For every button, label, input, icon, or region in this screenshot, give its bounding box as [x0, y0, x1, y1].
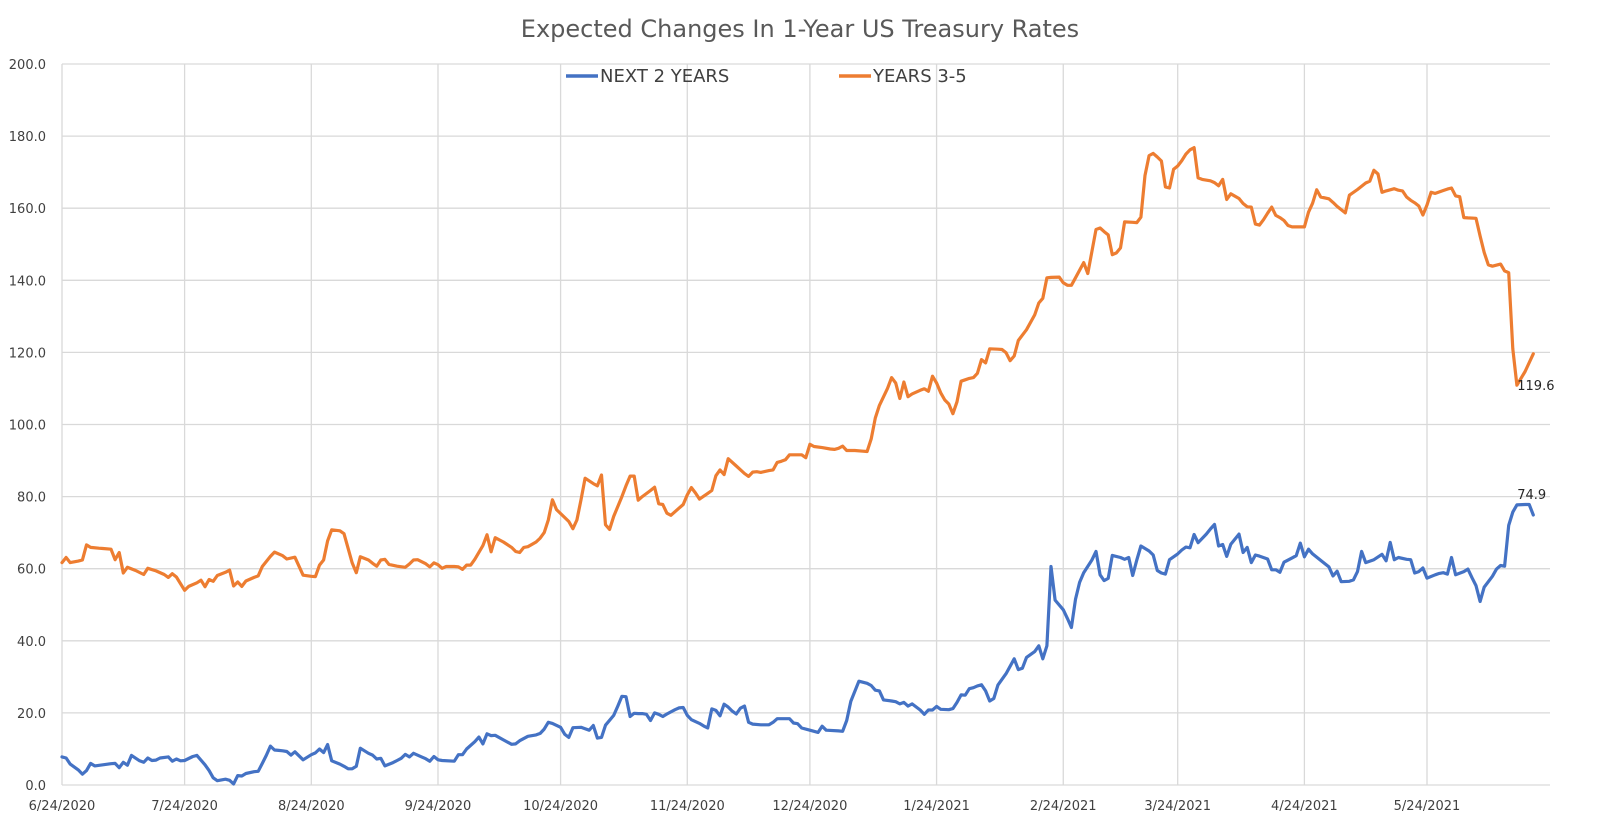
x-tick-label: 7/24/2020 — [151, 799, 218, 814]
data-labels: 74.9 119.6 — [1517, 379, 1554, 503]
series-lines — [60, 146, 1535, 786]
y-tick-label: 180.0 — [9, 130, 46, 145]
y-tick-label: 80.0 — [17, 491, 46, 506]
series-line-next-2-years — [60, 502, 1535, 786]
last-value-label: 119.6 — [1517, 379, 1554, 394]
x-tick-label: 2/24/2021 — [1030, 799, 1097, 814]
x-tick-label: 11/24/2020 — [650, 799, 725, 814]
chart-title: Expected Changes In 1-Year US Treasury R… — [521, 15, 1079, 43]
x-tick-label: 1/24/2021 — [903, 799, 970, 814]
x-tick-label: 6/24/2020 — [29, 799, 96, 814]
y-tick-label: 140.0 — [9, 274, 46, 289]
x-tick-label: 10/24/2020 — [523, 799, 598, 814]
y-tick-label: 20.0 — [17, 707, 46, 722]
legend-label-next-2-years: NEXT 2 YEARS — [600, 66, 729, 87]
x-tick-label: 8/24/2020 — [278, 799, 345, 814]
y-tick-label: 40.0 — [17, 635, 46, 650]
y-tick-label: 120.0 — [9, 346, 46, 361]
last-value-label: 74.9 — [1517, 488, 1546, 503]
y-tick-label: 100.0 — [9, 419, 46, 434]
gridlines — [61, 63, 1550, 786]
x-tick-label: 12/24/2020 — [772, 799, 847, 814]
x-tick-label: 5/24/2021 — [1394, 799, 1461, 814]
x-tick-label: 4/24/2021 — [1271, 799, 1338, 814]
y-axis-ticks: 0.0 20.0 40.0 60.0 80.0 100.0 120.0 140.0 160.0 1… — [9, 58, 46, 794]
x-tick-label: 9/24/2020 — [405, 799, 472, 814]
legend: NEXT 2 YEARS YEARS 3-5 — [566, 66, 967, 87]
y-tick-label: 60.0 — [17, 563, 46, 578]
y-tick-label: 160.0 — [9, 202, 46, 217]
y-tick-label: 200.0 — [9, 58, 46, 73]
series-line-years-3-5 — [60, 146, 1535, 592]
x-axis-ticks: 6/24/2020 7/24/2020 8/24/2020 9/24/2020 10/2… — [29, 799, 1461, 814]
legend-label-years-3-5: YEARS 3-5 — [872, 66, 967, 87]
y-tick-label: 0.0 — [25, 779, 46, 794]
x-tick-label: 3/24/2021 — [1144, 799, 1211, 814]
